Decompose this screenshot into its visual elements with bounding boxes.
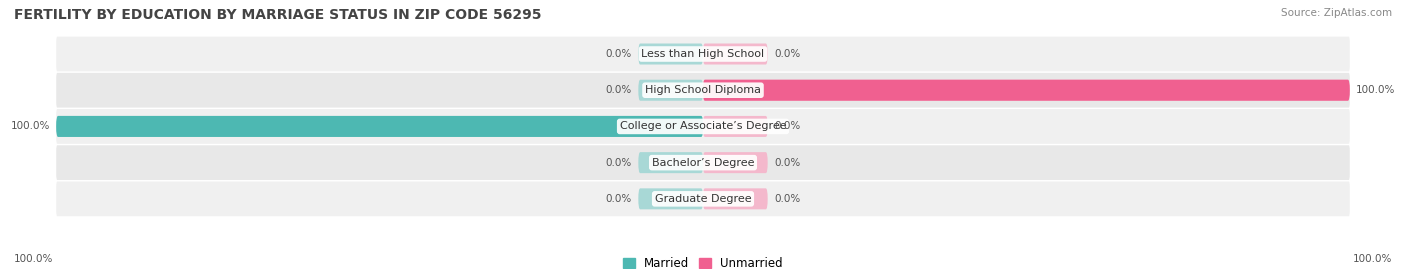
FancyBboxPatch shape <box>56 116 703 137</box>
Text: 0.0%: 0.0% <box>775 158 800 168</box>
Text: High School Diploma: High School Diploma <box>645 85 761 95</box>
FancyBboxPatch shape <box>703 152 768 173</box>
Text: Graduate Degree: Graduate Degree <box>655 194 751 204</box>
Text: 0.0%: 0.0% <box>775 121 800 132</box>
Text: 100.0%: 100.0% <box>1357 85 1396 95</box>
Text: 0.0%: 0.0% <box>606 194 631 204</box>
Text: 0.0%: 0.0% <box>606 85 631 95</box>
FancyBboxPatch shape <box>56 109 1350 144</box>
Text: 0.0%: 0.0% <box>775 49 800 59</box>
Text: 0.0%: 0.0% <box>775 194 800 204</box>
FancyBboxPatch shape <box>638 44 703 65</box>
Text: 0.0%: 0.0% <box>606 158 631 168</box>
Text: Source: ZipAtlas.com: Source: ZipAtlas.com <box>1281 8 1392 18</box>
FancyBboxPatch shape <box>638 152 703 173</box>
Text: Bachelor’s Degree: Bachelor’s Degree <box>652 158 754 168</box>
FancyBboxPatch shape <box>638 188 703 209</box>
FancyBboxPatch shape <box>703 80 1350 101</box>
Legend: Married, Unmarried: Married, Unmarried <box>619 253 787 269</box>
Text: 0.0%: 0.0% <box>606 49 631 59</box>
FancyBboxPatch shape <box>703 44 768 65</box>
Text: 100.0%: 100.0% <box>10 121 49 132</box>
Text: College or Associate’s Degree: College or Associate’s Degree <box>620 121 786 132</box>
FancyBboxPatch shape <box>56 116 703 137</box>
Text: FERTILITY BY EDUCATION BY MARRIAGE STATUS IN ZIP CODE 56295: FERTILITY BY EDUCATION BY MARRIAGE STATU… <box>14 8 541 22</box>
FancyBboxPatch shape <box>703 80 1350 101</box>
FancyBboxPatch shape <box>703 188 768 209</box>
Text: Less than High School: Less than High School <box>641 49 765 59</box>
FancyBboxPatch shape <box>56 37 1350 71</box>
Text: 100.0%: 100.0% <box>1353 254 1392 264</box>
FancyBboxPatch shape <box>703 116 768 137</box>
Text: 100.0%: 100.0% <box>14 254 53 264</box>
FancyBboxPatch shape <box>56 182 1350 216</box>
FancyBboxPatch shape <box>56 145 1350 180</box>
FancyBboxPatch shape <box>56 73 1350 108</box>
FancyBboxPatch shape <box>638 80 703 101</box>
